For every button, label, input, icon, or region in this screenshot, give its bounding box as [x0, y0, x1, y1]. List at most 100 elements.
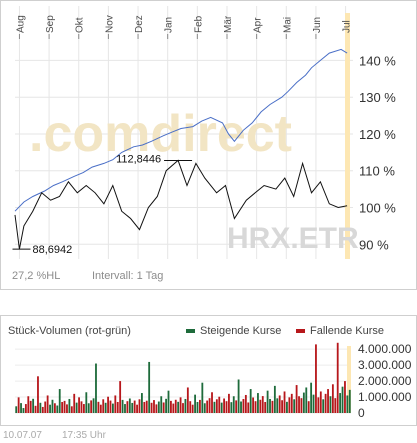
volume-bar: [211, 392, 213, 413]
volume-bar: [194, 394, 196, 413]
volume-bar: [41, 406, 44, 413]
price-line: [14, 159, 348, 250]
volume-bar: [283, 391, 286, 413]
volume-bar: [312, 394, 315, 413]
volume-bar: [128, 398, 131, 413]
volume-bar: [85, 392, 88, 413]
x-tick-label: Mär: [223, 15, 234, 33]
volume-title: Stück-Volumen (rot-grün): [8, 325, 131, 337]
legend-falling-swatch: [296, 329, 305, 334]
x-tick-label: Dez: [134, 15, 145, 33]
volume-bar: [66, 404, 68, 413]
volume-bar: [271, 400, 274, 413]
volume-bar: [104, 402, 107, 413]
volume-bar: [278, 395, 281, 413]
volume-bar: [58, 389, 61, 413]
volume-bar: [237, 379, 240, 413]
legend-falling: Fallende Kurse: [296, 325, 384, 337]
volume-bar: [249, 389, 252, 413]
volume-bar: [126, 401, 129, 413]
volume-bar: [56, 405, 59, 413]
volume-bar: [174, 399, 177, 413]
y-tick-label: 110 %: [359, 164, 395, 179]
volume-bar: [172, 403, 175, 413]
volume-bar: [148, 361, 151, 413]
volume-bar: [32, 398, 35, 413]
volume-bar: [242, 398, 245, 413]
volume-y-tick-label: 4.000.000: [358, 342, 412, 356]
volume-bar: [295, 385, 298, 413]
volume-bar: [240, 401, 242, 413]
volume-bar: [51, 399, 54, 413]
volume-bar: [92, 398, 95, 413]
legend-rising-label: Steigende Kurse: [200, 325, 282, 337]
volume-bar: [90, 400, 93, 413]
volume-bar: [15, 406, 18, 413]
volume-bar: [220, 402, 223, 413]
volume-bar: [167, 390, 170, 413]
volume-bar: [82, 404, 85, 413]
volume-bar: [257, 393, 259, 413]
x-tick-label: Nov: [104, 15, 115, 33]
volume-bar: [307, 401, 310, 413]
y-tick-label: 120 %: [359, 127, 396, 142]
volume-bar: [153, 400, 155, 413]
volume-bar: [252, 397, 255, 413]
x-tick-label: Jul: [342, 20, 353, 33]
volume-bar: [53, 403, 56, 413]
volume-bar: [145, 400, 148, 413]
volume-bar: [165, 398, 167, 413]
volume-bar: [184, 398, 187, 413]
volume-bar: [223, 398, 225, 413]
benchmark-line: [14, 48, 348, 212]
volume-bar: [150, 402, 153, 413]
volume-bar: [298, 396, 300, 413]
volume-bar: [63, 400, 66, 413]
volume-bar: [319, 391, 322, 413]
volume-bar: [124, 404, 126, 413]
volume-bar: [276, 398, 279, 413]
price-x-ticks: Aug Sep Okt Nov Dez Jan Feb Mär Apr Mai Jun Jul: [15, 15, 352, 33]
volume-bar: [131, 402, 134, 413]
volume-bar: [327, 389, 329, 413]
volume-bar: [336, 342, 339, 413]
volume-bar: [61, 401, 64, 413]
volume-bar: [334, 398, 337, 413]
volume-bar: [344, 381, 346, 413]
high-label: 112,8446: [116, 153, 161, 165]
volume-y-ticks: 4.000.000 3.000.000 2.000.000 1.000.000 0: [358, 342, 412, 420]
volume-bar: [78, 397, 80, 413]
volume-bar: [266, 390, 269, 413]
volume-bar: [24, 404, 27, 413]
volume-bar: [179, 397, 182, 413]
volume-bar: [341, 386, 344, 413]
price-annotations: 112,8446 88,6942: [12, 153, 193, 256]
y-tick-label: 90 %: [359, 237, 389, 252]
chart-watermark: .comdirect: [29, 105, 292, 163]
volume-bar: [111, 403, 114, 413]
volume-bar: [206, 400, 209, 413]
volume-bar: [97, 401, 100, 413]
volume-bar: [80, 401, 83, 413]
volume-bar: [228, 393, 230, 413]
volume-bar: [218, 396, 221, 413]
volume-bar: [73, 393, 76, 413]
x-tick-label: Aug: [15, 15, 26, 33]
volume-bar: [170, 400, 172, 413]
volume-bar: [17, 397, 20, 413]
volume-bar: [203, 403, 206, 413]
volume-bar: [114, 395, 117, 413]
volume-bar: [247, 402, 250, 413]
volume-bar: [230, 402, 233, 413]
volume-bar: [95, 363, 97, 413]
price-chart-svg: .comdirect HRX.ETR Aug Sep Okt Nov Dez Jan Feb…: [12, 6, 396, 259]
volume-bar: [264, 401, 267, 413]
volume-bar: [213, 401, 216, 413]
volume-bar: [143, 401, 146, 413]
volume-bar: [49, 404, 51, 413]
volume-bar: [133, 400, 136, 413]
volume-bar: [273, 385, 276, 413]
volume-bar: [208, 398, 211, 413]
chart-symbol-watermark: HRX.ETR: [227, 222, 359, 255]
volume-bar: [162, 402, 165, 413]
